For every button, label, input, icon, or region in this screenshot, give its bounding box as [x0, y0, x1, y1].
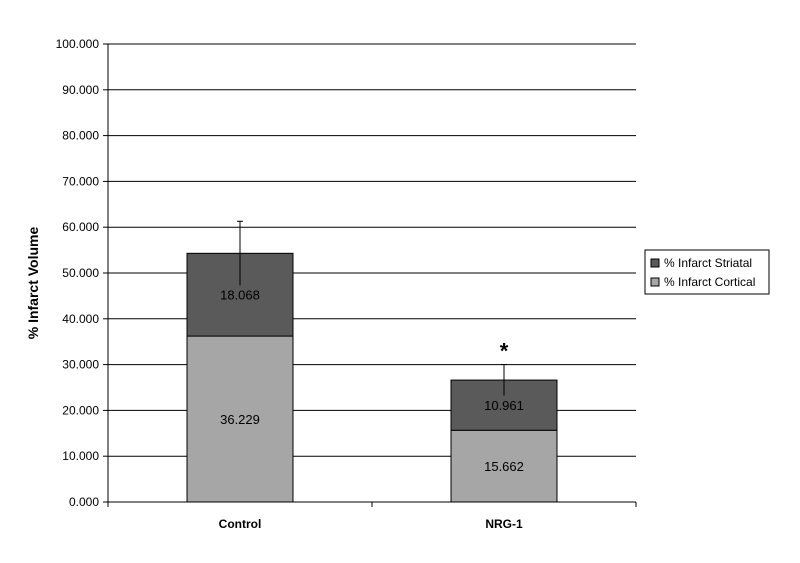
legend-swatch: [650, 258, 660, 268]
y-axis: 0.000 10.000 20.000 30.000 40.000 50.000 60.00…: [56, 37, 109, 509]
bars: 36.229 18.068 15.662 10.961 *: [186, 220, 558, 503]
x-tick-label: Control: [219, 517, 262, 531]
legend-box: [644, 249, 770, 295]
significance-marker: *: [500, 338, 509, 363]
y-tick-label: 90.000: [62, 83, 99, 97]
legend: % Infarct Striatal % Infarct Cortical: [644, 249, 770, 295]
data-label: 36.229: [220, 412, 260, 427]
legend-label: % Infarct Cortical: [664, 275, 755, 289]
y-tick-label: 70.000: [62, 174, 99, 188]
data-label: 10.961: [484, 398, 524, 413]
y-tick-label: 10.000: [62, 449, 99, 463]
y-tick-label: 40.000: [62, 312, 99, 326]
data-label: 18.068: [220, 288, 260, 303]
y-tick-label: 100.000: [56, 37, 100, 51]
data-label: 15.662: [484, 459, 524, 474]
y-tick-label: 50.000: [62, 266, 99, 280]
x-axis: Control NRG-1: [107, 501, 637, 531]
y-tick-label: 80.000: [62, 129, 99, 143]
y-tick-label: 60.000: [62, 220, 99, 234]
y-tick-label: 30.000: [62, 358, 99, 372]
legend-label: % Infarct Striatal: [664, 256, 752, 270]
x-tick-label: NRG-1: [485, 517, 523, 531]
legend-swatch: [650, 277, 660, 287]
y-tick-label: 0.000: [69, 495, 99, 509]
y-tick-label: 20.000: [62, 403, 99, 417]
y-axis-title: % Infarct Volume: [25, 227, 41, 340]
